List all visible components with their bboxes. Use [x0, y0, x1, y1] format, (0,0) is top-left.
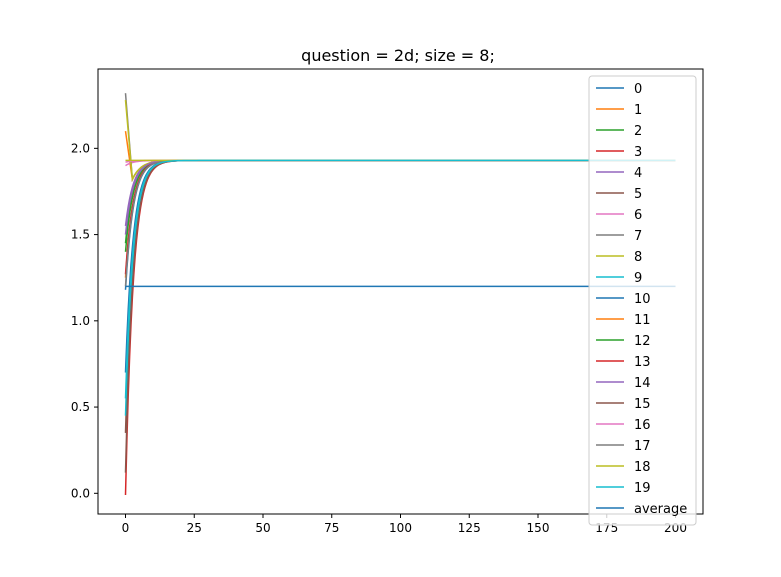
- x-tick-label: 150: [527, 521, 550, 535]
- x-tick-label: 100: [389, 521, 412, 535]
- legend-label-3: 3: [634, 145, 642, 160]
- y-tick-label: 0.5: [71, 400, 90, 414]
- legend-label-11: 11: [634, 313, 651, 328]
- legend-label-18: 18: [634, 460, 651, 475]
- x-tick-label: 0: [122, 521, 130, 535]
- legend-label-16: 16: [634, 418, 651, 433]
- legend-label-13: 13: [634, 355, 651, 370]
- legend-label-8: 8: [634, 250, 642, 265]
- legend-box: [588, 75, 697, 526]
- legend-label-1: 1: [634, 103, 642, 118]
- y-tick-label: 2.0: [71, 141, 90, 155]
- legend-label-19: 19: [634, 481, 651, 496]
- legend-label-10: 10: [634, 292, 651, 307]
- legend-label-7: 7: [634, 229, 642, 244]
- legend-label-12: 12: [634, 334, 651, 349]
- y-tick-label: 0.0: [71, 486, 90, 500]
- y-tick-label: 1.5: [71, 228, 90, 242]
- y-axis-ticks: 0.0 0.5 1.0 1.5 2.0: [71, 141, 98, 500]
- legend-label-17: 17: [634, 439, 651, 454]
- x-tick-label: 25: [187, 521, 202, 535]
- legend-label-14: 14: [634, 376, 651, 391]
- legend-label-0: 0: [634, 82, 642, 97]
- chart-title: question = 2d; size = 8;: [301, 46, 495, 65]
- series-layer: [124, 93, 676, 496]
- legend-label-9: 9: [634, 271, 642, 286]
- series-line-19: [124, 159, 676, 399]
- legend-label-average: average: [634, 502, 687, 517]
- x-tick-label: 75: [324, 521, 339, 535]
- legend-label-6: 6: [634, 208, 642, 223]
- legend-label-15: 15: [634, 397, 651, 412]
- y-tick-label: 1.0: [71, 314, 90, 328]
- legend-label-2: 2: [634, 124, 642, 139]
- x-tick-label: 125: [458, 521, 481, 535]
- legend-label-4: 4: [634, 166, 642, 181]
- legend-label-5: 5: [634, 187, 642, 202]
- x-tick-label: 50: [255, 521, 270, 535]
